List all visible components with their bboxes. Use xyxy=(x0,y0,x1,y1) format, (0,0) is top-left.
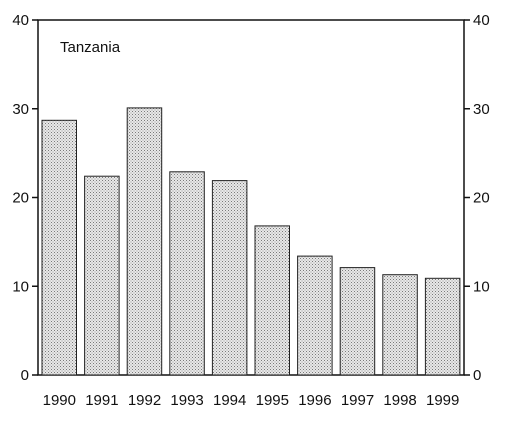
right-tick-label-20: 20 xyxy=(473,190,490,207)
left-tick-label-10: 10 xyxy=(12,278,29,295)
bar-1997 xyxy=(339,267,376,376)
right-axis: 0 10 20 30 40 xyxy=(464,12,490,384)
left-tick-label-0: 0 xyxy=(21,367,29,384)
bar-1994 xyxy=(211,180,248,376)
bar-1996 xyxy=(297,255,333,376)
x-tick-label-1996: 1996 xyxy=(298,392,331,409)
bar-1999 xyxy=(424,277,461,376)
right-tick-label-30: 30 xyxy=(473,101,490,118)
bar-1990 xyxy=(41,119,77,376)
right-tick-label-10: 10 xyxy=(473,278,490,295)
left-axis: 0 10 20 30 40 xyxy=(12,12,38,384)
bar-1995 xyxy=(254,225,290,376)
left-tick-label-30: 30 xyxy=(12,101,29,118)
left-tick-label-40: 40 xyxy=(12,12,29,29)
x-tick-label-1995: 1995 xyxy=(256,392,289,409)
x-axis: 1990 1991 1992 1993 1994 1995 1996 1997 1998 1999 xyxy=(43,392,460,409)
x-tick-label-1993: 1993 xyxy=(170,392,203,409)
bar-1992 xyxy=(126,107,163,376)
left-tick-label-20: 20 xyxy=(12,190,29,207)
x-tick-label-1998: 1998 xyxy=(383,392,416,409)
x-tick-label-1994: 1994 xyxy=(213,392,246,409)
x-tick-label-1990: 1990 xyxy=(43,392,76,409)
right-tick-label-0: 0 xyxy=(473,367,481,384)
x-tick-label-1999: 1999 xyxy=(426,392,459,409)
bar-1998 xyxy=(382,274,418,376)
bar-1993 xyxy=(169,171,205,376)
x-tick-label-1991: 1991 xyxy=(85,392,118,409)
right-tick-label-40: 40 xyxy=(473,12,490,29)
bars-group xyxy=(41,107,461,376)
chart-title: Tanzania xyxy=(60,39,121,56)
x-tick-label-1997: 1997 xyxy=(341,392,374,409)
x-tick-label-1992: 1992 xyxy=(128,392,161,409)
bar-1991 xyxy=(84,175,120,376)
